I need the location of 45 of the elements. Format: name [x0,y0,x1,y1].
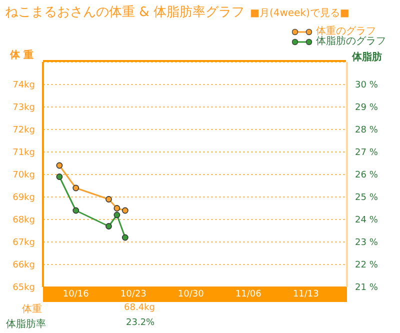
y2-tick-label: 22 % [355,260,378,271]
y-axis-title: 体 重 [10,48,34,62]
point [114,212,120,218]
point [114,205,120,212]
y2-tick-label: 25 % [355,193,378,204]
chart-title: ねこまるおさんの体重 & 体脂肪率グラフ [5,4,244,21]
y2-tick-label: 24 % [355,216,378,226]
point [106,223,112,230]
point [72,207,80,214]
y-tick-label: 70kg [12,170,35,181]
y2-tick-label: 30 % [355,80,378,91]
y-tick-label: 68kg [12,216,35,226]
y2-axis-title: 体脂肪 [352,50,382,64]
legend-label: 体重のグラフ [316,26,376,37]
point [72,184,80,192]
x-tick-label: 10/30 [178,289,204,300]
point [106,196,112,202]
y-tick-label: 66kg [12,260,35,271]
y2-tick-label: 21 % [355,283,378,294]
point [122,234,128,241]
y-tick-label: 65kg [12,283,35,294]
y2-tick-label: 23 % [355,238,378,248]
point [122,207,128,214]
y-tick-label: 69kg [12,193,35,204]
y-tick-label: 67kg [12,238,35,248]
text: 体重 [22,302,42,316]
text: 体脂肪率 [6,318,46,331]
y2-tick-label: 27 % [355,148,378,158]
y2-tick-label: 28 % [355,126,378,136]
text: 23.2% [126,318,155,328]
point [56,162,63,169]
x-tick-label: 10/16 [62,289,90,300]
y-tick-label: 71kg [12,148,35,158]
y2-tick-label: 29 % [355,103,378,114]
y-tick-label: 73kg [12,103,35,114]
x-tick-label: 11/13 [292,289,319,300]
y-tick-label: 72kg [12,126,35,136]
y2-tick-label: 26 % [355,170,378,181]
text: ■月(4week)で見る■ [250,7,350,20]
y-tick-label: 74kg [12,80,35,91]
x-tick-label: 10/23 [120,289,146,300]
legend-label: 体脂肪のグラフ [316,36,386,47]
text: 68.4kg [124,303,155,313]
point [56,174,63,180]
x-tick-label: 11/06 [235,289,262,300]
